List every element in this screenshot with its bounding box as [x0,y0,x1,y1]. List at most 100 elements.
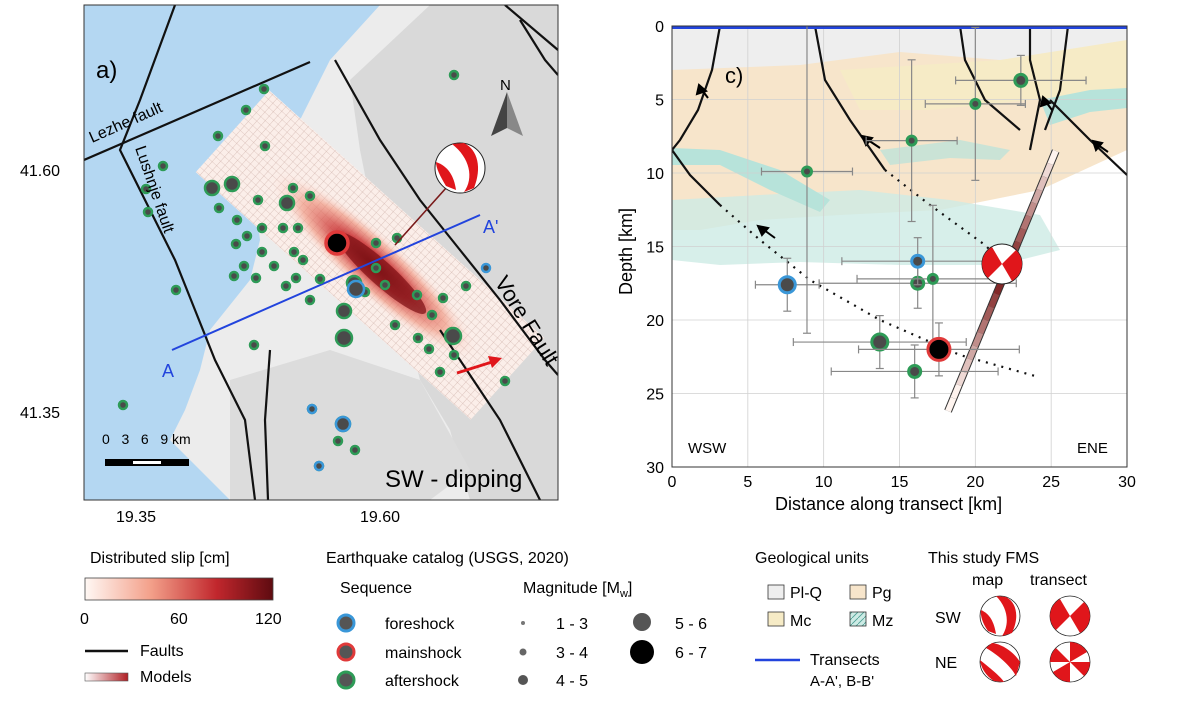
fms-row-ne: NE [935,655,957,672]
north-label: N [500,77,511,94]
map-aftershock-point [411,289,423,301]
map-aftershock-point [460,280,472,292]
map-aftershock-point [223,175,241,193]
panel-label-c: c) [725,63,743,88]
map-foreshock-point [480,262,492,274]
x-tick-label: 0 [668,474,677,491]
model-segment [961,357,973,374]
map-aftershock-point [423,343,435,355]
map-aftershock-point [157,160,169,172]
plq-swatch [767,584,785,600]
model-segment [982,305,994,322]
foreshock-point [910,253,926,269]
fms-row-sw: SW [935,610,962,627]
lon-tick-2: 19.60 [360,509,400,526]
map-aftershock-point [117,399,129,411]
mag-3-4-label: 3 - 4 [556,645,588,662]
map-aftershock-point [290,272,302,284]
fault-segment [504,5,558,51]
model-segment [956,370,967,387]
mz-swatch [849,611,867,627]
pg-swatch [849,584,867,600]
map-aftershock-point [240,104,252,116]
x-tick-label: 25 [1042,474,1060,491]
aftershock-point [870,332,890,352]
pg-label: Pg [872,585,892,602]
map-aftershock-point [241,230,253,242]
faults-legend-label: Faults [140,643,184,660]
plq-label: Pl-Q [790,585,822,602]
mainshock-swatch [336,642,356,662]
map-foreshock-point [306,403,318,415]
left-tag: WSW [688,440,727,457]
map-aftershock-point [448,349,460,361]
model-segment [945,396,957,413]
map-aftershock-point [448,69,460,81]
vore-fault-line [334,59,558,376]
model-segment [966,344,978,361]
transects-label: Transects [810,652,880,669]
aftershock-point [905,134,918,147]
faults [84,5,558,500]
fault-segment [519,19,558,76]
aftershock-swatch [336,670,356,690]
lat-tick-1: 41.60 [20,163,60,180]
section-beachball [981,243,1023,285]
map-aftershock-point [248,339,260,351]
x-tick-label: 20 [966,474,984,491]
model-segment [977,318,989,335]
map-aftershock-point [370,237,382,249]
mag-6-7-label: 6 - 7 [675,645,707,662]
panel-label-a: a) [96,57,117,84]
fault-segment [263,349,272,500]
slip-tick-0: 0 [80,611,89,628]
map-foreshock-point [313,460,325,472]
map-aftershock-point [140,183,152,195]
map-aftershock-point [228,270,240,282]
map-aftershock-point [252,194,264,206]
map-aftershock-point [379,279,391,291]
mag-1-3-label: 1 - 3 [556,616,588,633]
slip-core [335,231,427,314]
y-axis-label: Depth [km] [616,208,636,295]
aftershock-point [800,165,813,178]
slip-direction-arrow [456,356,502,375]
map-aftershock-point [258,83,270,95]
mc-swatch [767,611,785,627]
mag-5-6-swatch [633,613,651,631]
fms-sw-transect [1049,595,1091,637]
slip-colorbar [84,577,274,601]
model-segment [1015,227,1027,244]
mainshock-point [926,336,952,362]
scalebar-label: 0 3 6 9 km [102,431,191,447]
map-frame [83,4,559,501]
slip-tick-60: 60 [170,611,188,628]
geo-title: Geological units [755,550,869,567]
map-aftershock-point [314,273,326,285]
fms-title: This study FMS [928,550,1039,567]
section-quakes [754,26,1087,399]
model-segment [950,383,962,400]
map-mainshock-point [324,230,350,256]
model-segment [1047,149,1059,166]
map-foreshock-point [334,415,352,433]
map-aftershock-point [259,140,271,152]
aftershock-point [1013,72,1029,88]
map-quakes [117,69,511,472]
y-tick-label: 5 [655,93,664,110]
lushnje-fault-line [118,5,257,500]
foreshock-point [777,275,797,295]
map-panel: A A' N a) Lezhe fault Lushnje fault Vore… [84,5,558,500]
fms-ne-map [979,641,1021,683]
mag-1-3-swatch [521,621,525,625]
map-beachball [434,142,486,194]
y-tick-label: 0 [655,19,664,36]
y-tick-label: 25 [646,387,664,404]
aftershock-label: aftershock [385,673,460,690]
lon-tick-1: 19.35 [116,509,156,526]
model-segment [1026,201,1037,218]
map-aftershock-point [203,179,221,197]
profile-end-label: A' [483,217,498,237]
